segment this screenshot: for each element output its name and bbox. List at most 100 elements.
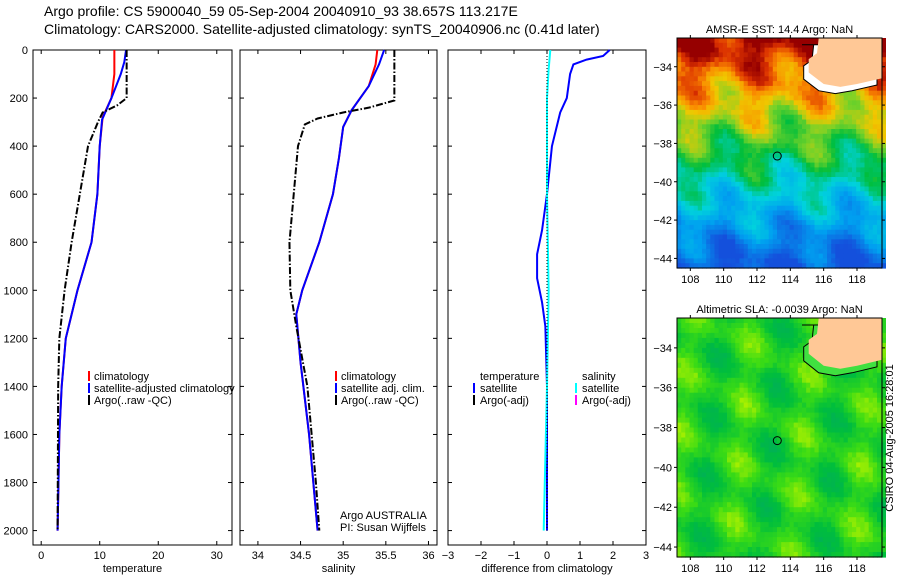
map-cell <box>814 143 820 149</box>
map-cell <box>768 186 774 192</box>
map-cell <box>822 482 828 488</box>
map-cell <box>806 407 811 414</box>
map-cell <box>697 148 703 154</box>
map-cell <box>693 512 699 518</box>
map-cell <box>756 248 761 255</box>
map-cell <box>693 263 699 269</box>
map-cell <box>793 392 799 399</box>
map-cell <box>793 47 799 53</box>
map-cell <box>747 337 753 344</box>
map-cell <box>735 332 741 339</box>
map-cell <box>822 167 828 173</box>
map-cell <box>789 114 795 121</box>
map-cell <box>864 114 870 121</box>
map-cell <box>718 239 724 245</box>
map-cell <box>831 542 836 548</box>
map-cell <box>693 196 699 202</box>
map-cell <box>852 502 857 508</box>
map-cell <box>677 492 682 498</box>
map-cell <box>702 109 707 116</box>
map-cell <box>835 143 841 149</box>
map-cell <box>722 205 728 212</box>
map-cell <box>702 143 707 149</box>
map-cell <box>764 422 770 429</box>
map-cell <box>789 407 795 414</box>
map-cell <box>843 191 849 197</box>
map-cell <box>872 239 878 245</box>
map-cell <box>677 57 682 63</box>
map-cell <box>693 422 699 429</box>
map-cell <box>697 196 703 202</box>
map-cell <box>822 138 828 144</box>
map-cell <box>777 114 782 121</box>
map-cell <box>818 181 824 188</box>
map-cell <box>797 172 803 178</box>
map-cell <box>777 62 782 68</box>
map-cell <box>764 220 770 226</box>
map-cell <box>818 532 824 538</box>
map-cell <box>797 507 803 513</box>
map-cell <box>747 512 753 518</box>
map-cell <box>714 467 720 473</box>
map-cell <box>714 263 720 269</box>
map-cell <box>864 462 870 468</box>
map-cell <box>743 522 749 528</box>
map-cell <box>731 337 736 344</box>
map-cell <box>702 52 707 58</box>
map-cell <box>697 258 703 264</box>
map-cell <box>710 253 716 259</box>
map-cell <box>835 487 841 493</box>
map-cell <box>827 552 832 558</box>
map-cell <box>868 432 874 439</box>
map-cell <box>693 352 699 359</box>
map-cell <box>706 253 711 259</box>
map-cell <box>831 229 836 236</box>
map-cell <box>718 153 724 159</box>
legend-group-label: salinity <box>582 371 616 383</box>
map-cell <box>735 437 741 444</box>
map-cell <box>735 52 741 58</box>
map-cell <box>760 547 766 553</box>
map-cell <box>881 138 886 144</box>
map-cell <box>856 437 861 444</box>
map-cell <box>764 105 770 111</box>
map-cell <box>735 412 741 419</box>
map-cell <box>831 133 836 140</box>
map-cell <box>710 124 716 130</box>
map-cell <box>693 220 699 226</box>
map-cell <box>831 412 836 419</box>
map-cell <box>756 412 761 419</box>
map-cell <box>710 352 716 359</box>
map-cell <box>768 377 774 384</box>
map-cell <box>752 397 757 404</box>
map-cell <box>764 332 770 339</box>
map-cell <box>731 392 736 399</box>
map-cell <box>768 177 774 183</box>
map-cell <box>764 522 770 528</box>
map-cell <box>789 220 795 226</box>
map-cell <box>814 527 820 533</box>
map-cell <box>856 392 861 399</box>
map-cell <box>727 323 732 329</box>
map-cell <box>718 412 724 419</box>
map-cell <box>881 210 886 216</box>
map-cell <box>835 442 841 449</box>
map-cell <box>693 258 699 264</box>
map-cell <box>772 487 778 493</box>
map-cell <box>693 482 699 488</box>
map-cell <box>868 220 874 226</box>
map-cell <box>727 437 732 444</box>
map-cell <box>777 492 782 498</box>
map-cell <box>793 224 799 231</box>
map-cell <box>731 85 736 92</box>
map-cell <box>714 407 720 414</box>
map-cell <box>847 90 853 97</box>
map-cell <box>768 497 774 503</box>
map-cell <box>843 229 849 236</box>
map-cell <box>735 157 741 164</box>
map-cell <box>677 162 682 168</box>
map-cell <box>731 162 736 168</box>
map-cell <box>760 442 766 449</box>
map-cell <box>768 347 774 354</box>
map-cell <box>852 477 857 483</box>
